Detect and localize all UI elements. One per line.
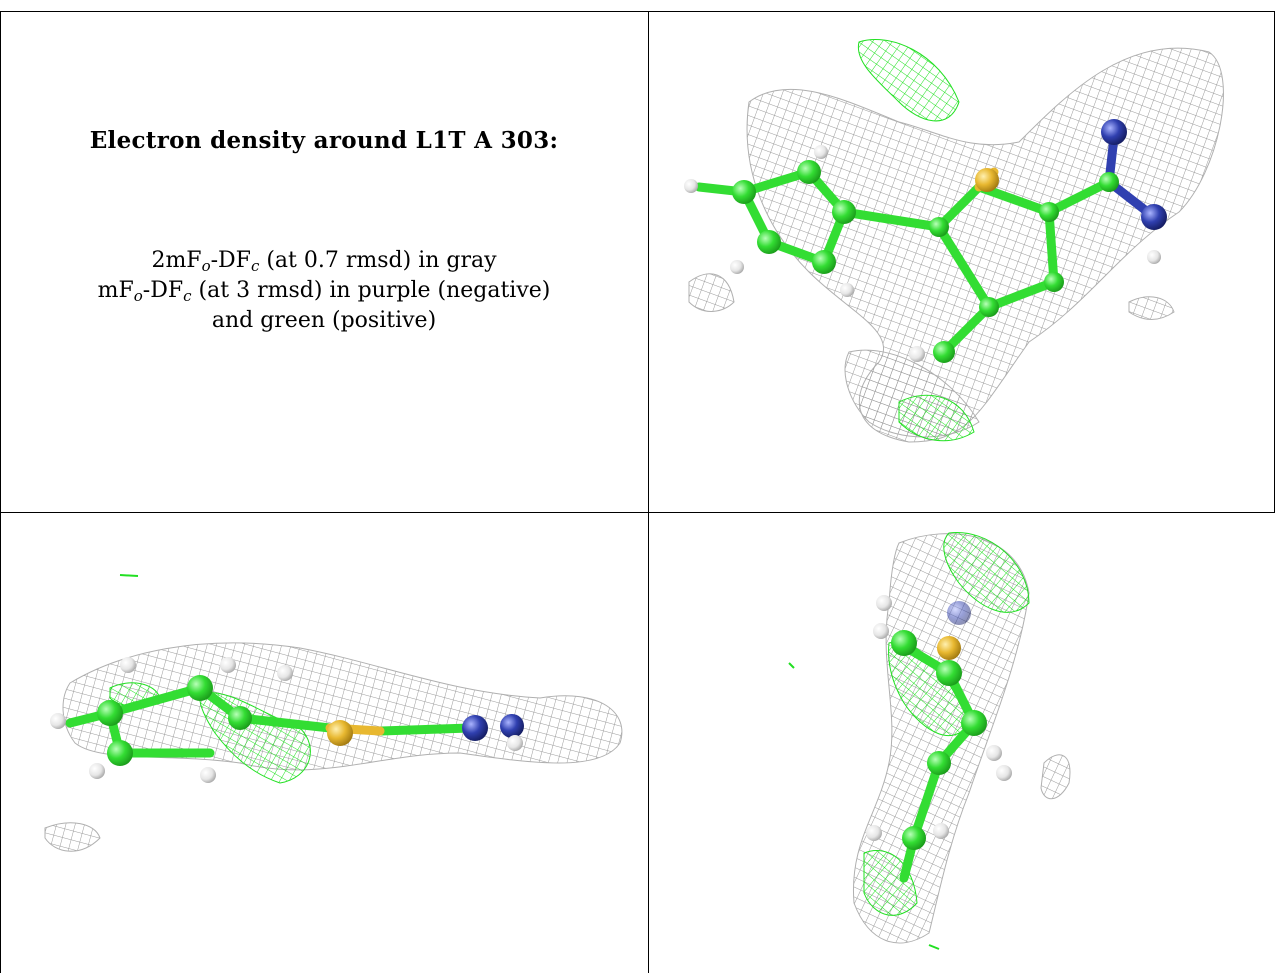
molecule-render-bottom-left — [44, 574, 623, 852]
legend-line-green: and green (positive) — [211, 308, 437, 333]
caption-legend: 2mFo-DFc (at 0.7 rmsd) in gray mFo-DFc (… — [0, 246, 648, 336]
border-left — [0, 11, 1, 973]
legend-line-2mfo: 2mFo-DFc (at 0.7 rmsd) in gray — [151, 248, 497, 275]
border-middle — [0, 512, 1275, 513]
molecule-render-bottom-right — [788, 532, 1071, 950]
border-top — [0, 11, 1275, 12]
caption-cell: Electron density around L1T A 303: 2mFo-… — [0, 0, 648, 512]
atom-spheres — [684, 119, 1167, 363]
legend-line-mfo: mFo-DFc (at 3 rmsd) in purple (negative) — [97, 278, 551, 305]
caption-title: Electron density around L1T A 303: — [89, 127, 559, 154]
molecule-render-top-right — [684, 39, 1224, 443]
border-center — [648, 11, 649, 973]
density-view-bottom-left — [0, 513, 648, 973]
density-view-top-right — [649, 12, 1275, 512]
density-view-bottom-right — [649, 513, 1275, 973]
